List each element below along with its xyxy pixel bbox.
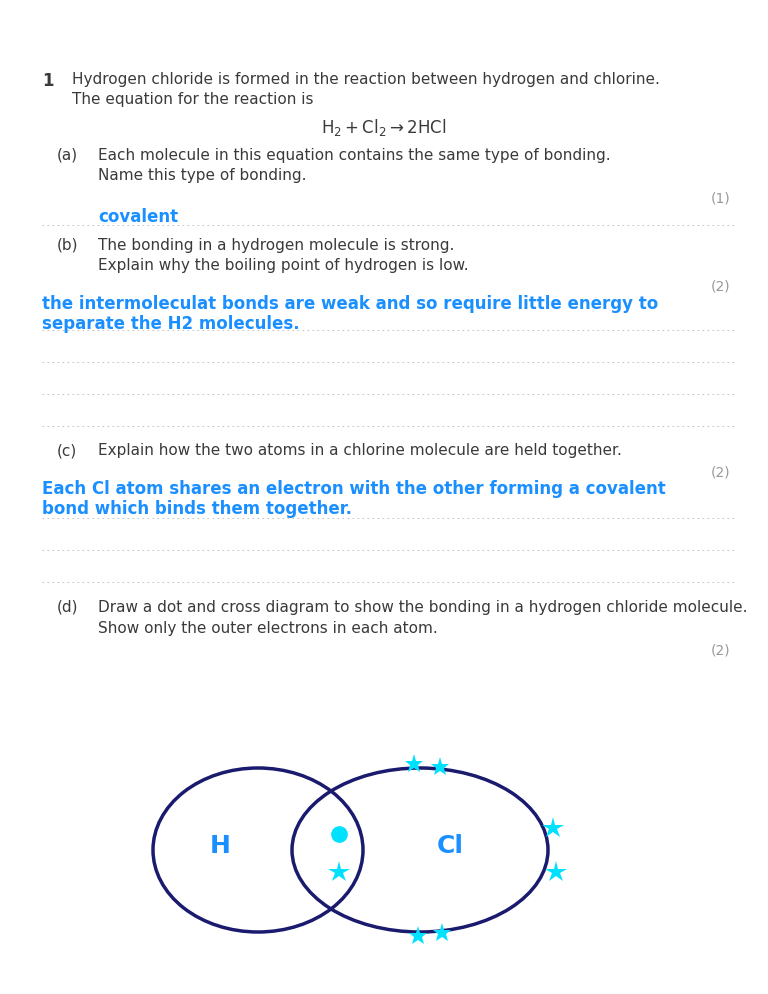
Text: $\mathregular{H_2 + Cl_2 \rightarrow 2HCl}$: $\mathregular{H_2 + Cl_2 \rightarrow 2HC… [321, 117, 447, 138]
Text: Each molecule in this equation contains the same type of bonding.: Each molecule in this equation contains … [98, 148, 611, 163]
Text: Hydrogen chloride is formed in the reaction between hydrogen and chlorine.: Hydrogen chloride is formed in the react… [72, 72, 660, 87]
Text: Show only the outer electrons in each atom.: Show only the outer electrons in each at… [98, 621, 438, 636]
Text: 1: 1 [42, 72, 54, 90]
Text: (b): (b) [57, 238, 78, 253]
Text: (1): (1) [710, 192, 730, 206]
Text: separate the H2 molecules.: separate the H2 molecules. [42, 315, 300, 333]
Text: bond which binds them together.: bond which binds them together. [42, 500, 352, 518]
Text: Draw a dot and cross diagram to show the bonding in a hydrogen chloride molecule: Draw a dot and cross diagram to show the… [98, 600, 747, 615]
Text: (2): (2) [710, 643, 730, 657]
Text: covalent: covalent [98, 208, 178, 226]
Text: Explain how the two atoms in a chlorine molecule are held together.: Explain how the two atoms in a chlorine … [98, 443, 622, 458]
Text: The equation for the reaction is: The equation for the reaction is [72, 92, 313, 107]
Text: The bonding in a hydrogen molecule is strong.: The bonding in a hydrogen molecule is st… [98, 238, 455, 253]
Text: H: H [210, 834, 230, 858]
Text: Each Cl atom shares an electron with the other forming a covalent: Each Cl atom shares an electron with the… [42, 480, 666, 498]
Text: Explain why the boiling point of hydrogen is low.: Explain why the boiling point of hydroge… [98, 258, 468, 273]
Text: (d): (d) [57, 600, 78, 615]
Text: (a): (a) [57, 148, 78, 163]
Text: (c): (c) [57, 443, 78, 458]
Text: (2): (2) [710, 465, 730, 479]
Text: (2): (2) [710, 280, 730, 294]
Text: Cl: Cl [436, 834, 464, 858]
Text: Name this type of bonding.: Name this type of bonding. [98, 168, 306, 183]
Text: the intermoleculat bonds are weak and so require little energy to: the intermoleculat bonds are weak and so… [42, 295, 658, 313]
